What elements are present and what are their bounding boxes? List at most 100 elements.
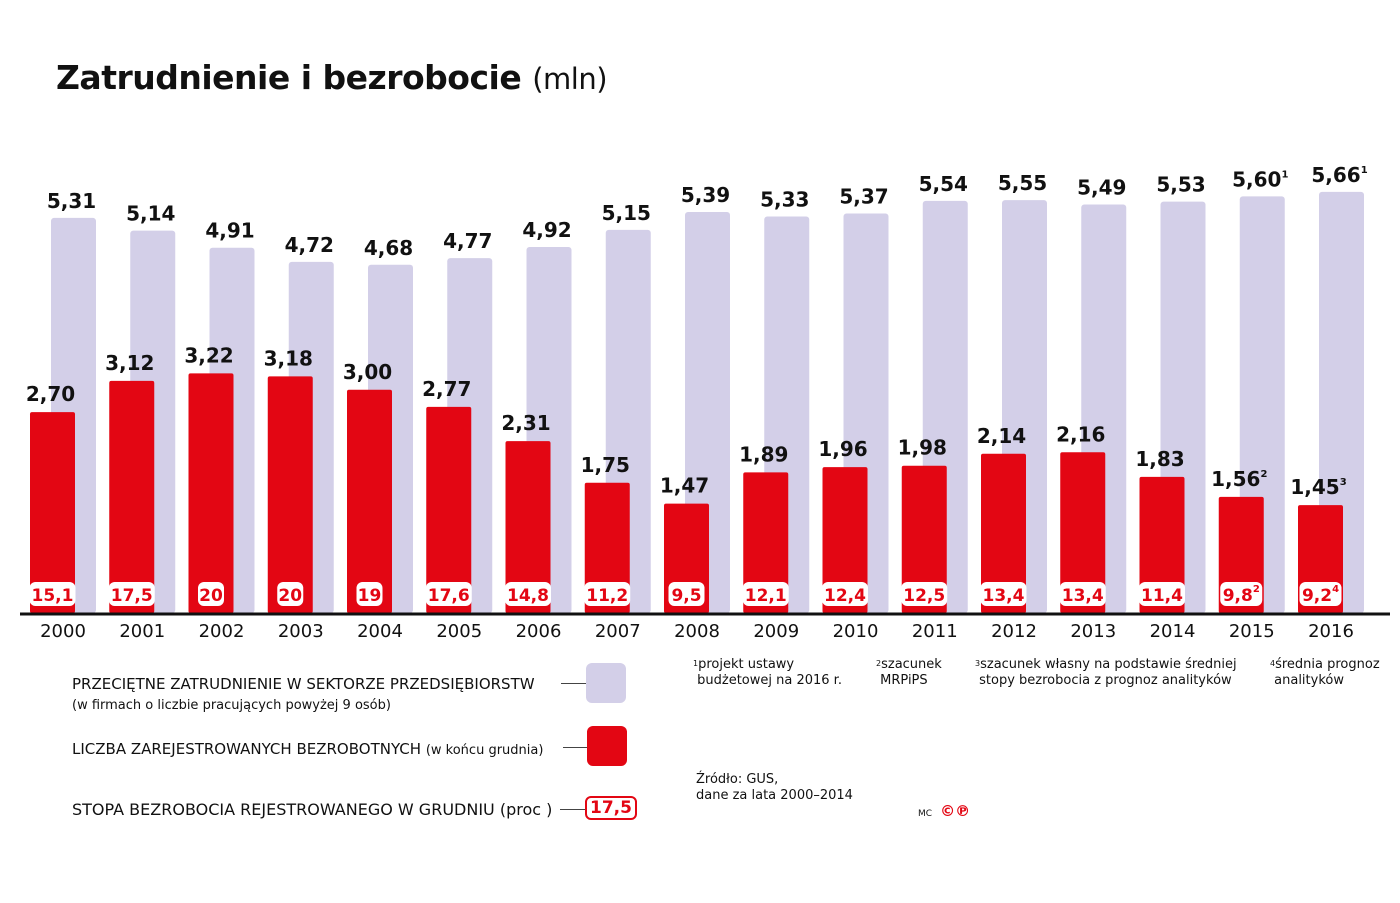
x-tick-label: 2011: [912, 621, 958, 642]
footnote-4: 4średnia prognoz analityków: [1270, 657, 1380, 689]
credit-initials: MC: [918, 809, 933, 819]
unemployed-value-label: 1,562: [1211, 467, 1267, 491]
employment-value-label: 5,39: [681, 183, 730, 207]
legend-connector: [563, 747, 589, 748]
footnote-mark: 1: [693, 659, 699, 668]
x-tick-label: 2016: [1308, 621, 1354, 642]
unemployed-bar: [981, 453, 1026, 613]
footnote-text: szacunek własny na podstawie średniej: [980, 657, 1237, 672]
employment-value-label: 5,15: [602, 201, 651, 225]
legend-rate-badge: 17,5: [585, 796, 637, 820]
rate-badge: [425, 582, 472, 606]
footnote-2: 2szacunek MRPiPS: [876, 657, 942, 689]
unemployed-bar: [347, 389, 392, 613]
legend-employment-sub: (w firmach o liczbie pracujących powyżej…: [72, 698, 391, 713]
x-tick-label: 2007: [595, 621, 641, 642]
rate-label: 11,4: [1141, 586, 1183, 606]
unemployed-bar: [109, 380, 155, 613]
footnote-text: MRPiPS: [880, 673, 928, 688]
x-tick-label: 2001: [119, 621, 165, 642]
unemployed-value-label: 2,77: [422, 377, 471, 401]
copyright-icon: ©℗: [940, 802, 971, 820]
x-tick-label: 2014: [1150, 621, 1196, 642]
x-tick-label: 2010: [833, 621, 879, 642]
rate-label: 11,2: [586, 586, 628, 606]
rate-label: 9,24: [1302, 584, 1339, 606]
x-tick-label: 2013: [1070, 621, 1116, 642]
footnote-text: projekt ustawy: [698, 657, 795, 672]
legend-employment-swatch: [586, 663, 626, 703]
unemployed-value-label: 1,89: [739, 442, 788, 466]
x-tick-label: 2012: [991, 621, 1037, 642]
rate-badge: [980, 582, 1027, 606]
rate-badge: [356, 582, 383, 606]
employment-value-label: 5,49: [1077, 176, 1126, 200]
unemployed-bar: [901, 465, 947, 613]
unemployed-value-label: 3,00: [343, 360, 392, 384]
unemployed-bar: [743, 472, 789, 613]
legend-rate-label: STOPA BEZROBOCIA REJESTROWANEGO W GRUDNI…: [72, 800, 553, 819]
rate-label: 13,4: [983, 586, 1025, 606]
unemployed-bar: [267, 376, 313, 613]
footnote-mark: 2: [876, 659, 882, 668]
source: Źródło: GUS, dane za lata 2000–2014: [696, 772, 853, 804]
footnote-text: stopy bezrobocia z prognoz analityków: [979, 673, 1232, 688]
legend-unemployed-sub: (w końcu grudnia): [425, 743, 544, 758]
legend-connector: [560, 809, 588, 810]
rate-label: 13,4: [1062, 586, 1104, 606]
footnote-mark: 4: [1270, 659, 1276, 668]
employment-value-label: 5,601: [1232, 167, 1288, 191]
unemployed-bar: [822, 467, 868, 613]
unemployed-value-label: 3,12: [105, 351, 154, 375]
unemployed-value-label: 2,14: [977, 424, 1026, 448]
unemployed-value-label: 1,75: [581, 453, 630, 477]
employment-value-label: 5,661: [1311, 163, 1367, 187]
x-tick-label: 2008: [674, 621, 720, 642]
rate-badge: [29, 582, 76, 606]
x-tick-label: 2002: [199, 621, 245, 642]
footnote-mark: 3: [975, 659, 981, 668]
rate-label: 12,1: [745, 586, 787, 606]
rate-badge: [584, 582, 631, 606]
unemployed-bar: [584, 482, 630, 613]
rate-badge: [108, 582, 155, 606]
x-tick-label: 2006: [516, 621, 562, 642]
employment-value-label: 4,77: [443, 229, 492, 253]
employment-value-label: 5,53: [1156, 173, 1205, 197]
unemployed-value-label: 1,47: [660, 474, 709, 498]
rate-label: 9,5: [671, 586, 701, 606]
rate-badge: [1220, 582, 1263, 606]
unemployed-bar: [505, 441, 551, 613]
rate-label: 12,4: [824, 586, 866, 606]
employment-value-label: 4,92: [522, 218, 571, 242]
legend-employment-label: PRZECIĘTNE ZATRUDNIENIE W SEKTORZE PRZED…: [72, 675, 535, 693]
footnote-3: 3szacunek własny na podstawie średniej s…: [975, 657, 1237, 689]
source-line: Źródło: GUS,: [696, 772, 779, 787]
employment-value-label: 4,72: [285, 233, 334, 257]
x-tick-label: 2009: [753, 621, 799, 642]
legend-connector: [561, 683, 589, 684]
unemployed-value-label: 3,22: [184, 343, 233, 367]
rate-badge: [198, 582, 224, 606]
legend-unemployed: LICZBA ZAREJESTROWANYCH BEZROBOTNYCH (w …: [72, 740, 543, 758]
employment-value-label: 5,33: [760, 187, 809, 211]
rate-badge: [668, 582, 705, 606]
x-tick-label: 2004: [357, 621, 403, 642]
unemployed-bar: [1060, 452, 1106, 613]
unemployed-value-label: 1,83: [1135, 447, 1184, 471]
legend-unemployed-swatch: [587, 726, 627, 766]
footnote-text: szacunek: [881, 657, 942, 672]
employment-value-label: 4,91: [205, 219, 254, 243]
chart-title: Zatrudnienie i bezrobocie (mln): [56, 58, 608, 97]
footnote-text: średnia prognoz: [1275, 657, 1380, 672]
rate-label: 20: [278, 586, 302, 606]
rate-badge: [822, 582, 868, 606]
employment-value-label: 5,54: [919, 172, 968, 196]
unemployed-value-label: 2,16: [1056, 422, 1105, 446]
employment-value-label: 5,14: [126, 202, 175, 226]
unemployed-bar: [1139, 476, 1185, 613]
x-tick-label: 2000: [40, 621, 86, 642]
rate-badge: [505, 582, 551, 606]
footnote-text: budżetowej na 2016 r.: [697, 673, 842, 688]
unemployed-value-label: 2,31: [501, 411, 550, 435]
